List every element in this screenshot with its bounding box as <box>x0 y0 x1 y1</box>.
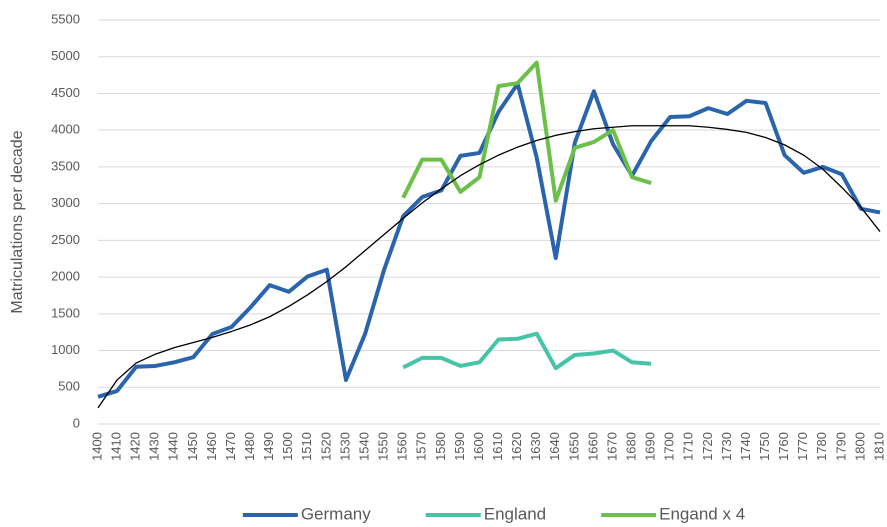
y-tick-label: 0 <box>73 415 80 430</box>
y-tick-label: 5500 <box>51 11 80 26</box>
x-tick-label: 1470 <box>223 432 238 461</box>
y-tick-label: 3500 <box>51 158 80 173</box>
x-tick-label: 1500 <box>280 432 295 461</box>
y-tick-label: 3000 <box>51 195 80 210</box>
x-tick-label: 1460 <box>204 432 219 461</box>
x-tick-label: 1590 <box>452 432 467 461</box>
x-tick-label: 1760 <box>776 432 791 461</box>
y-tick-label: 1000 <box>51 342 80 357</box>
x-tick-label: 1560 <box>395 432 410 461</box>
x-tick-label: 1440 <box>166 432 181 461</box>
x-tick-label: 1780 <box>814 432 829 461</box>
x-tick-label: 1630 <box>528 432 543 461</box>
y-tick-label: 2000 <box>51 269 80 284</box>
x-tick-label: 1710 <box>681 432 696 461</box>
x-tick-label: 1790 <box>833 432 848 461</box>
x-tick-label: 1690 <box>643 432 658 461</box>
y-axis-label: Matriculations per decade <box>9 130 26 313</box>
y-tick-label: 1500 <box>51 305 80 320</box>
legend-label: England <box>484 504 546 523</box>
x-tick-label: 1400 <box>89 432 104 461</box>
x-tick-label: 1610 <box>490 432 505 461</box>
x-tick-label: 1720 <box>700 432 715 461</box>
x-tick-label: 1580 <box>433 432 448 461</box>
x-tick-label: 1540 <box>356 432 371 461</box>
x-tick-label: 1530 <box>337 432 352 461</box>
x-tick-label: 1410 <box>109 432 124 461</box>
y-tick-label: 5000 <box>51 48 80 63</box>
x-tick-label: 1550 <box>376 432 391 461</box>
x-tick-label: 1600 <box>471 432 486 461</box>
x-tick-label: 1450 <box>185 432 200 461</box>
x-tick-label: 1810 <box>871 432 886 461</box>
x-tick-label: 1750 <box>757 432 772 461</box>
trend-line <box>97 125 881 409</box>
x-tick-label: 1640 <box>547 432 562 461</box>
x-tick-label: 1490 <box>261 432 276 461</box>
x-tick-label: 1520 <box>318 432 333 461</box>
x-tick-label: 1680 <box>623 432 638 461</box>
legend-label: Engand x 4 <box>659 504 745 523</box>
series-line <box>401 60 652 203</box>
x-tick-label: 1700 <box>662 432 677 461</box>
x-tick-label: 1420 <box>128 432 143 461</box>
y-tick-label: 500 <box>58 379 80 394</box>
y-tick-label: 4000 <box>51 122 80 137</box>
x-tick-label: 1650 <box>566 432 581 461</box>
x-tick-label: 1740 <box>738 432 753 461</box>
y-tick-label: 2500 <box>51 232 80 247</box>
x-tick-label: 1570 <box>414 432 429 461</box>
x-tick-label: 1480 <box>242 432 257 461</box>
x-tick-label: 1620 <box>509 432 524 461</box>
x-tick-label: 1660 <box>585 432 600 461</box>
y-tick-label: 4500 <box>51 85 80 100</box>
x-tick-label: 1510 <box>299 432 314 461</box>
x-tick-label: 1770 <box>795 432 810 461</box>
x-tick-label: 1800 <box>852 432 867 461</box>
series-line <box>402 331 652 371</box>
x-tick-label: 1670 <box>604 432 619 461</box>
x-tick-label: 1730 <box>719 432 734 461</box>
x-tick-label: 1430 <box>147 432 162 461</box>
legend-label: Germany <box>301 504 371 523</box>
